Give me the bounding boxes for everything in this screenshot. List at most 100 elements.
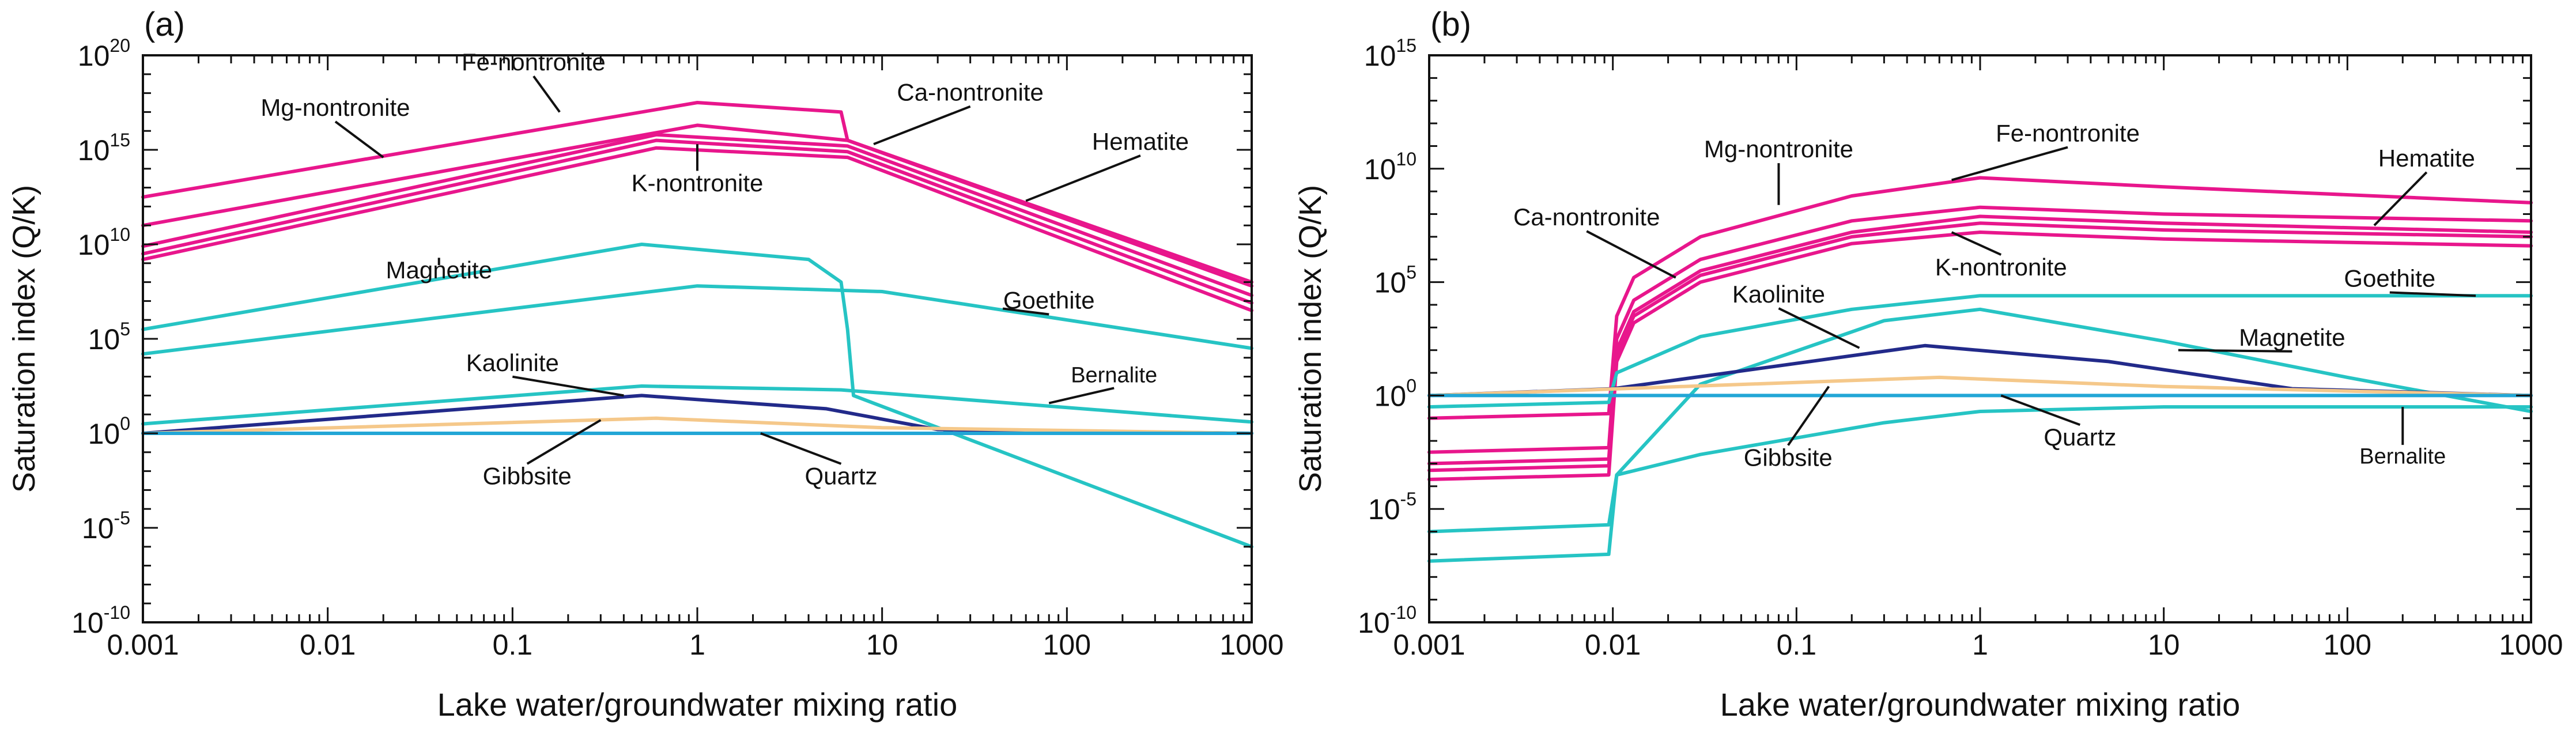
annotation-leader-goethite <box>1002 307 1049 316</box>
x-tick-label: 0.01 <box>300 629 356 661</box>
y-tick-label: 10-10 <box>1358 602 1417 639</box>
annotation-leader-quartz <box>760 432 842 465</box>
x-tick-label: 0.1 <box>1777 629 1817 661</box>
y-tick-label: 1020 <box>78 35 130 72</box>
annotation-leader-hematite <box>2373 171 2428 226</box>
y-tick-label: 100 <box>88 413 130 450</box>
y-tick-label: 10-5 <box>1368 489 1417 526</box>
annotation-leader-bernalite <box>1048 387 1115 405</box>
x-tick-label: 0.001 <box>107 629 179 661</box>
x-tick-label: 0.1 <box>493 629 533 661</box>
y-tick-label: 10-10 <box>71 602 130 639</box>
y-tick-label: 10-5 <box>82 508 130 545</box>
annotation-leader-ca-nontronite <box>873 105 971 146</box>
plot-frame <box>142 54 1253 623</box>
annotation-bernalite: Bernalite <box>2359 444 2446 468</box>
y-tick-label: 1015 <box>1364 35 1417 72</box>
series-line-magnetite <box>1427 307 2533 534</box>
y-axis-label: Saturation index (Q/K) <box>1293 185 1328 493</box>
annotation-leader-mg-nontronite <box>334 120 384 158</box>
x-ticks <box>142 55 1253 622</box>
annotation-leader-fe-nontronite <box>1951 146 2068 182</box>
annotation-kaolinite: Kaolinite <box>1732 281 1825 308</box>
x-tick-label: 100 <box>2324 629 2371 661</box>
annotation-leader-fe-nontronite <box>532 75 561 113</box>
y-tick-label: 105 <box>88 319 130 356</box>
x-axis-label: Lake water/groundwater mixing ratio <box>1720 686 2241 723</box>
plot-frame <box>1428 54 2532 623</box>
annotation-mg-nontronite: Mg-nontronite <box>260 94 410 121</box>
panel-a: 0.001 0.01 0.1 1 10 100 1000 10-10 10-5 100 105 101… <box>7 6 1284 723</box>
annotation-leader-magnetite <box>2178 349 2292 353</box>
x-axis-label: Lake water/groundwater mixing ratio <box>437 686 958 723</box>
x-tick-label: 1000 <box>2499 629 2563 661</box>
annotation-gibbsite: Gibbsite <box>483 463 572 490</box>
series-line-hematite <box>141 146 1253 312</box>
annotation-leader-quartz <box>2000 394 2081 426</box>
annotation-leader-hematite <box>1025 154 1141 202</box>
y-ticks <box>1429 54 2531 623</box>
x-tick-label: 10 <box>2148 629 2180 661</box>
annotations: Fe-nontronite Mg-nontronite Hematite Ca-non… <box>1513 120 2476 471</box>
annotation-fe-nontronite: Fe-nontronite <box>462 48 606 75</box>
annotation-leader-ca-nontronite <box>1586 230 1676 279</box>
annotation-mg-nontronite: Mg-nontronite <box>1704 135 1853 162</box>
series-line-k-nontronite <box>1427 230 2533 481</box>
x-tick-label: 0.01 <box>1585 629 1641 661</box>
annotation-ca-nontronite: Ca-nontronite <box>897 79 1043 106</box>
annotation-ca-nontronite: Ca-nontronite <box>1513 203 1660 230</box>
series-line-k-nontronite <box>141 138 1253 305</box>
annotation-leader-goethite <box>2389 291 2476 297</box>
series-line-magnetite <box>141 243 1253 549</box>
y-ticks <box>143 54 1252 623</box>
series-line-ca-nontronite <box>141 133 1253 297</box>
series-line-gibbsite <box>141 416 1253 435</box>
x-tick-label: 100 <box>1043 629 1091 661</box>
annotation-leader-gibbsite <box>1787 385 1830 446</box>
annotation-magnetite: Magnetite <box>386 256 492 284</box>
x-tick-label: 1 <box>689 629 705 661</box>
annotation-goethite: Goethite <box>2344 264 2435 292</box>
y-axis-label: Saturation index (Q/K) <box>7 185 41 493</box>
y-tick-label: 1010 <box>1364 149 1417 186</box>
y-tick-label: 100 <box>1374 375 1417 412</box>
series-group <box>1427 176 2533 563</box>
annotation-quartz: Quartz <box>2044 424 2116 451</box>
annotation-quartz: Quartz <box>805 463 878 490</box>
annotation-hematite: Hematite <box>1092 128 1189 155</box>
annotation-k-nontronite: K-nontronite <box>1935 254 2067 281</box>
panel-b: 0.001 0.01 0.1 1 10 100 1000 10-10 10-5 100 105 101… <box>1293 6 2563 723</box>
panel-label: (a) <box>144 6 185 43</box>
annotation-leader-k-nontronite <box>1951 231 2002 256</box>
annotation-leader-gibbsite <box>526 419 602 465</box>
y-tick-label: 105 <box>1374 262 1417 299</box>
series-line-goethite <box>1427 294 2533 409</box>
series-line-gibbsite <box>1427 375 2533 398</box>
series-line-mg-nontronite <box>141 123 1253 288</box>
y-tick-label: 1015 <box>78 130 130 167</box>
y-tick-label: 1010 <box>78 224 130 261</box>
annotations: Fe-nontronite Mg-nontronite Ca-nontronite H… <box>260 48 1189 489</box>
annotation-magnetite: Magnetite <box>2239 324 2345 351</box>
panel-label: (b) <box>1430 6 1471 43</box>
x-ticks <box>1428 55 2532 622</box>
annotation-kaolinite: Kaolinite <box>466 349 559 376</box>
annotation-goethite: Goethite <box>1003 287 1095 314</box>
annotation-fe-nontronite: Fe-nontronite <box>1996 120 2140 147</box>
annotation-k-nontronite: K-nontronite <box>632 169 764 196</box>
annotation-bernalite: Bernalite <box>1071 363 1157 387</box>
x-tick-label: 1000 <box>1219 629 1283 661</box>
series-line-bernalite <box>1427 405 2533 563</box>
annotation-leader-kaolinite <box>512 375 624 397</box>
series-line-fe-nontronite <box>1427 176 2533 420</box>
annotation-gibbsite: Gibbsite <box>1744 444 1833 471</box>
series-line-goethite <box>141 284 1253 356</box>
series-group <box>141 101 1253 549</box>
x-tick-label: 1 <box>1972 629 1988 661</box>
x-tick-label: 0.001 <box>1393 629 1465 661</box>
annotation-leader-kaolinite <box>1778 307 1860 349</box>
x-tick-label: 10 <box>866 629 898 661</box>
series-line-bernalite <box>141 384 1253 426</box>
annotation-hematite: Hematite <box>2378 145 2475 172</box>
